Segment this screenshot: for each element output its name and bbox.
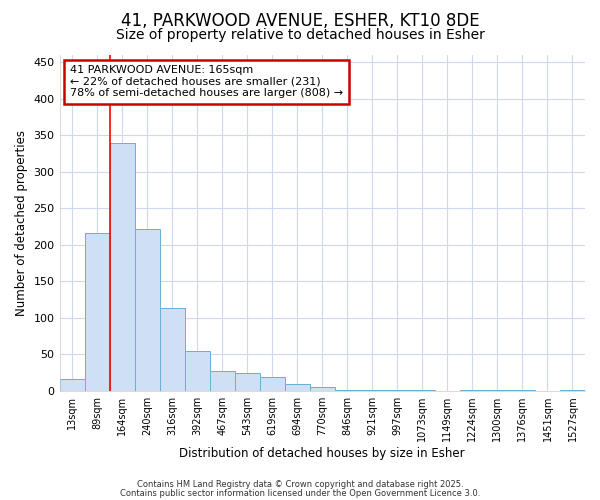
Bar	[385, 390, 410, 391]
Bar	[460, 390, 485, 391]
Text: Contains public sector information licensed under the Open Government Licence 3.: Contains public sector information licen…	[120, 488, 480, 498]
Bar	[134, 229, 160, 391]
Bar	[209, 371, 235, 391]
Text: Size of property relative to detached houses in Esher: Size of property relative to detached ho…	[116, 28, 484, 42]
X-axis label: Distribution of detached houses by size in Esher: Distribution of detached houses by size …	[179, 447, 465, 460]
Bar	[560, 390, 585, 391]
Bar	[360, 390, 385, 391]
Text: 41, PARKWOOD AVENUE, ESHER, KT10 8DE: 41, PARKWOOD AVENUE, ESHER, KT10 8DE	[121, 12, 479, 30]
Bar	[260, 377, 285, 391]
Bar	[510, 390, 535, 391]
Bar	[110, 142, 134, 391]
Bar	[85, 233, 110, 391]
Bar	[485, 390, 510, 391]
Bar	[310, 388, 335, 391]
Bar	[335, 390, 360, 391]
Bar	[285, 384, 310, 391]
Bar	[185, 351, 209, 391]
Text: Contains HM Land Registry data © Crown copyright and database right 2025.: Contains HM Land Registry data © Crown c…	[137, 480, 463, 489]
Bar	[160, 308, 185, 391]
Y-axis label: Number of detached properties: Number of detached properties	[15, 130, 28, 316]
Bar	[59, 380, 85, 391]
Text: 41 PARKWOOD AVENUE: 165sqm
← 22% of detached houses are smaller (231)
78% of sem: 41 PARKWOOD AVENUE: 165sqm ← 22% of deta…	[70, 65, 343, 98]
Bar	[410, 390, 435, 391]
Bar	[235, 372, 260, 391]
